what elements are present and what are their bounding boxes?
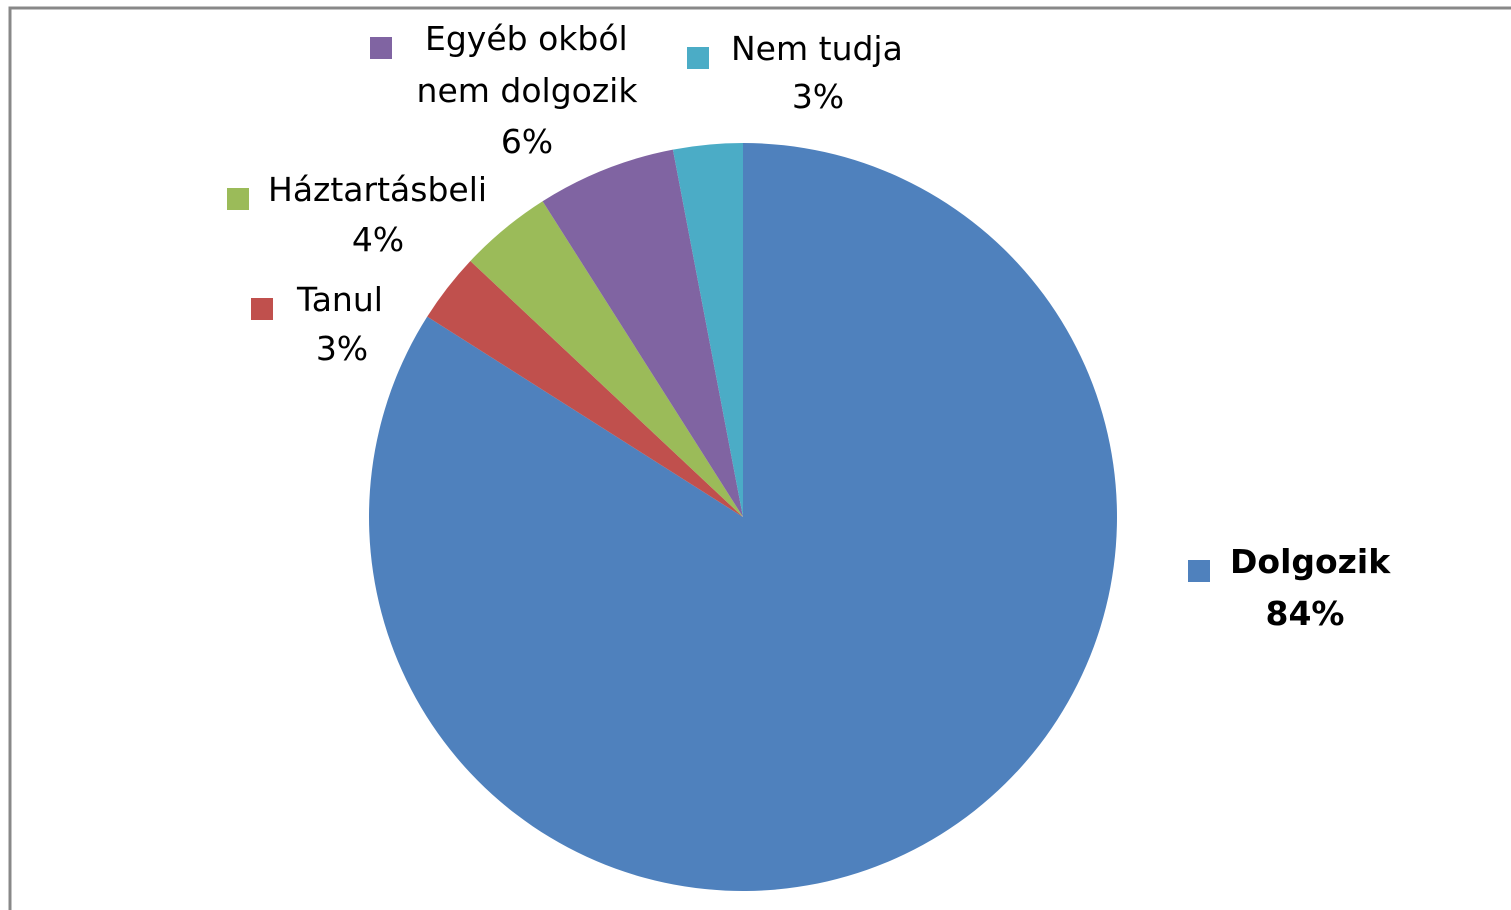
- legend-swatch: [687, 47, 709, 69]
- slice-value-label: 3%: [316, 329, 368, 368]
- slice-label: Nem tudja: [731, 29, 903, 68]
- slice-value-label: 6%: [501, 122, 553, 161]
- slice-label: Tanul: [296, 280, 383, 319]
- pie-slice: [542, 149, 743, 517]
- pie-slice: [470, 201, 743, 517]
- slice-value-label: 4%: [352, 220, 404, 259]
- slice-label: Háztartásbeli: [268, 170, 487, 209]
- slice-label: Egyéb okból nem dolgozik: [417, 19, 639, 110]
- slice-label: Dolgozik: [1230, 542, 1391, 581]
- pie-slice: [427, 260, 743, 517]
- legend-swatch: [1188, 560, 1210, 582]
- pie-slice: [369, 143, 1118, 892]
- pie-slice: [672, 143, 743, 517]
- legend-swatch: [227, 188, 249, 210]
- slice-value-label: 3%: [792, 77, 844, 116]
- legend-swatch: [251, 298, 273, 320]
- legend-swatch: [370, 37, 392, 59]
- slice-value-label: 84%: [1266, 594, 1345, 633]
